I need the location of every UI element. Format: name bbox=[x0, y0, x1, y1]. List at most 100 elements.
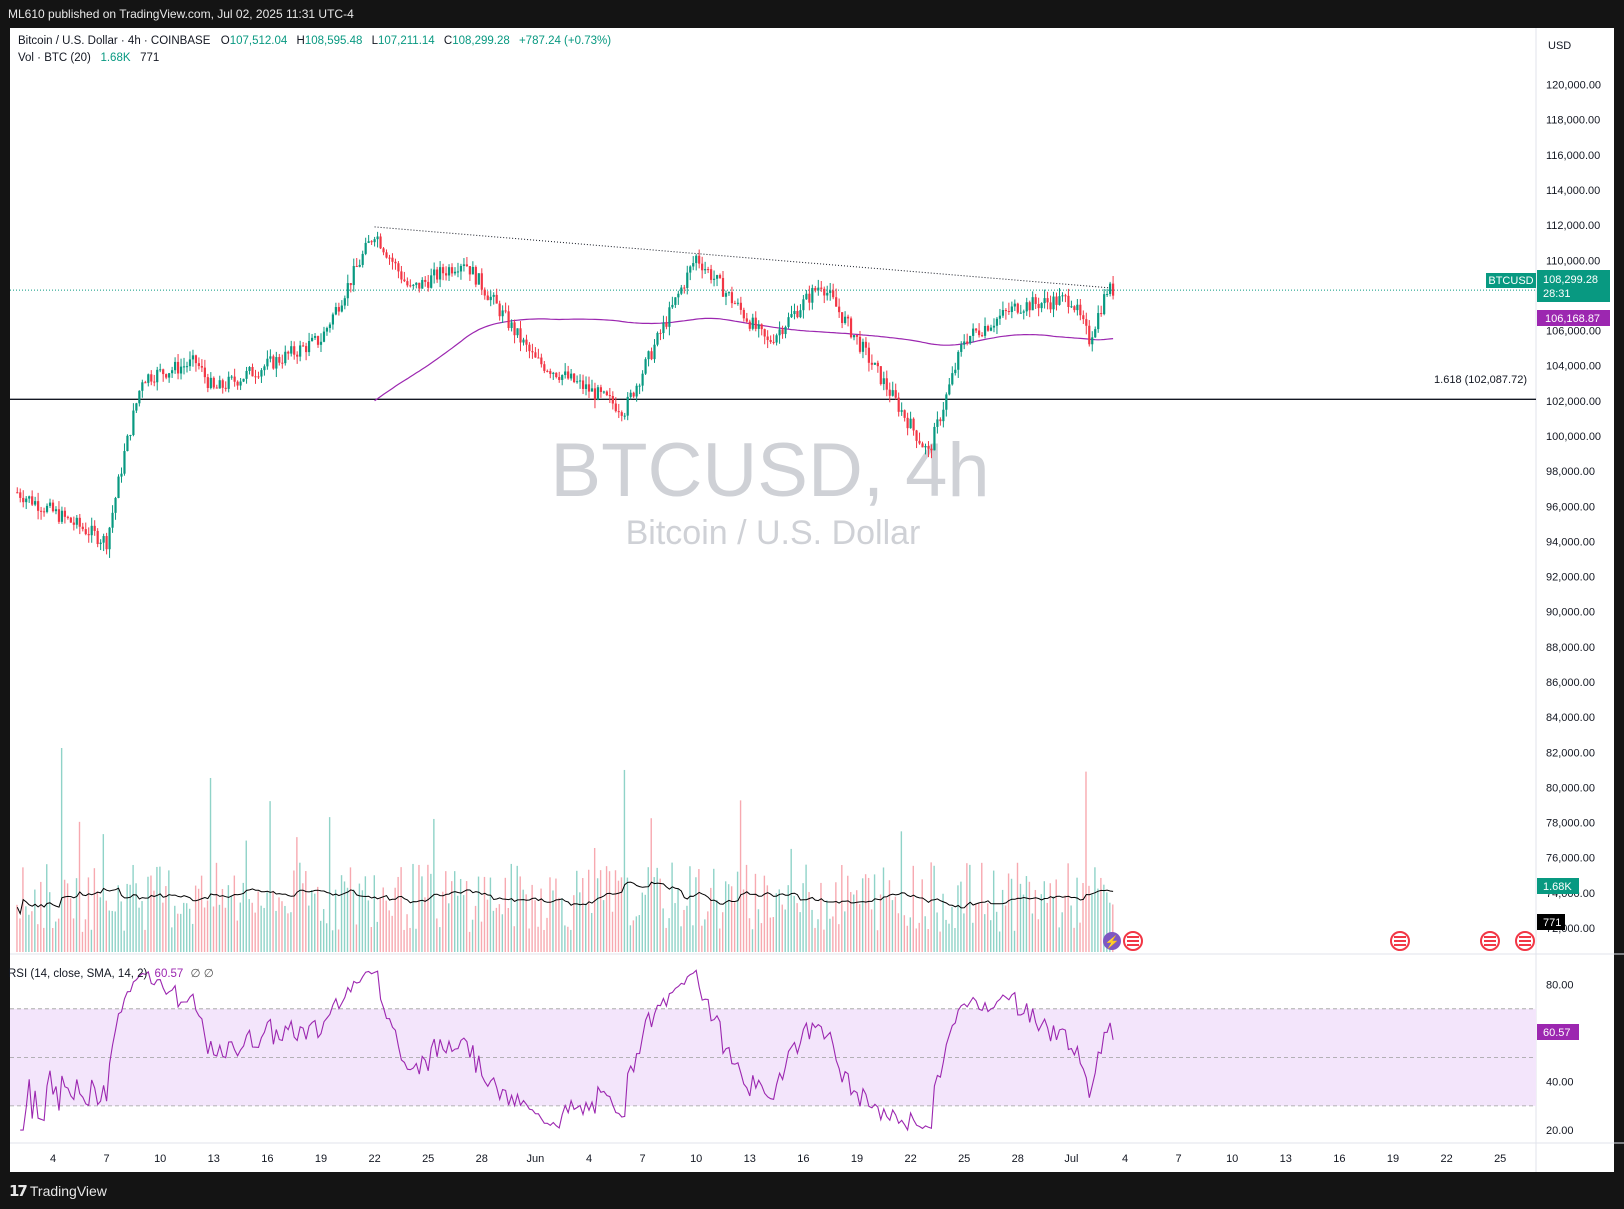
close-value: 108,299.28 bbox=[452, 35, 510, 47]
volume-bar bbox=[665, 927, 667, 952]
candle-body bbox=[537, 357, 540, 359]
volume-bar bbox=[147, 876, 149, 952]
volume-bar bbox=[364, 876, 367, 952]
last-price-label: 108,299.28 bbox=[1543, 274, 1598, 286]
tradingview-logo[interactable]: 17 TradingView bbox=[0, 1182, 107, 1200]
event-flag-icon[interactable]: ⚡ bbox=[1103, 932, 1121, 950]
volume-ma-value: 771 bbox=[140, 52, 160, 64]
volume-bar bbox=[844, 911, 846, 952]
candle-body bbox=[900, 410, 903, 412]
candle-body bbox=[683, 287, 686, 289]
brand-name: TradingView bbox=[29, 1182, 107, 1199]
volume-bar bbox=[346, 887, 349, 952]
time-tick-label: 4 bbox=[1122, 1153, 1128, 1165]
candle-body bbox=[942, 409, 945, 422]
volume-bar bbox=[462, 895, 465, 952]
candle-body bbox=[1055, 296, 1058, 305]
time-tick-label: 25 bbox=[422, 1153, 434, 1165]
volume-bar bbox=[882, 867, 885, 952]
volume-bar bbox=[1013, 930, 1016, 952]
volume-bar bbox=[766, 885, 769, 952]
change-value: +787.24 (+0.73%) bbox=[518, 35, 612, 47]
volume-bar bbox=[930, 862, 932, 952]
time-tick-label: 16 bbox=[261, 1153, 273, 1165]
candle-body bbox=[552, 372, 555, 374]
candle-body bbox=[975, 328, 978, 331]
candle-body bbox=[909, 418, 912, 429]
volume-bar bbox=[340, 875, 343, 952]
volume-bar bbox=[1097, 888, 1099, 952]
volume-bar bbox=[790, 848, 792, 952]
us-flag-icon[interactable] bbox=[1123, 931, 1143, 951]
fib-label: 1.618 (102,087.72) bbox=[1434, 374, 1527, 386]
volume-bar bbox=[451, 881, 453, 952]
volume-bar bbox=[730, 886, 733, 952]
candle-body bbox=[328, 324, 332, 329]
price-tick-label: 92,000.00 bbox=[1546, 572, 1595, 584]
rsi-badge-label: 60.57 bbox=[1543, 1027, 1571, 1039]
volume-bar bbox=[186, 903, 188, 952]
us-flag-icon[interactable] bbox=[1480, 931, 1500, 951]
candle-body bbox=[939, 419, 942, 422]
candle-body bbox=[28, 496, 31, 499]
volume-bar bbox=[454, 871, 456, 952]
volume-bar bbox=[861, 878, 864, 952]
candle-body bbox=[1103, 294, 1106, 315]
us-flag-icon[interactable] bbox=[1515, 931, 1535, 951]
candle-body bbox=[525, 339, 528, 345]
volume-bar bbox=[212, 906, 215, 952]
volume-bar bbox=[820, 882, 822, 952]
volume-bar bbox=[84, 919, 87, 952]
us-flag-icon[interactable] bbox=[1390, 931, 1410, 951]
volume-bar bbox=[236, 920, 239, 952]
volume-bar bbox=[343, 881, 346, 952]
volume-bar bbox=[543, 929, 545, 952]
volume-bar bbox=[1094, 867, 1096, 952]
candle-body bbox=[129, 434, 132, 436]
volume-bar bbox=[596, 878, 599, 952]
candle-body bbox=[495, 294, 498, 304]
volume-bar bbox=[590, 912, 593, 952]
volume-bar bbox=[105, 900, 107, 952]
candle-body bbox=[1058, 296, 1061, 305]
candle-body bbox=[1016, 303, 1019, 313]
candle-body bbox=[182, 366, 186, 368]
candle-body bbox=[1097, 313, 1100, 330]
volume-bar bbox=[927, 929, 929, 952]
candle-body bbox=[63, 510, 67, 517]
candle-body bbox=[575, 381, 579, 383]
candle-body bbox=[977, 330, 981, 336]
candle-body bbox=[96, 530, 99, 545]
volume-bar bbox=[957, 885, 959, 952]
price-axis: 120,000.00 118,000.00 116,000.00 114,000.00… bbox=[1546, 80, 1601, 935]
volume-bar bbox=[656, 867, 658, 952]
volume-bar bbox=[19, 918, 21, 952]
volume-bar bbox=[1112, 904, 1114, 952]
volume-bar bbox=[165, 886, 167, 952]
rsi-badge bbox=[1537, 1024, 1579, 1040]
volume-bar bbox=[40, 881, 42, 952]
candle-body bbox=[605, 391, 608, 396]
volume-bar bbox=[1100, 877, 1102, 952]
volume-bar bbox=[1076, 877, 1078, 952]
volume-bar bbox=[162, 902, 164, 952]
candle-body bbox=[849, 318, 853, 338]
volume-bar bbox=[388, 910, 390, 952]
candle-body bbox=[513, 322, 516, 336]
candle-body bbox=[1031, 297, 1034, 311]
candle-body bbox=[349, 283, 352, 286]
volume-bar bbox=[605, 866, 608, 952]
volume-bar bbox=[269, 801, 271, 952]
volume-bar bbox=[439, 927, 441, 952]
candle-body bbox=[147, 374, 150, 383]
candle-body bbox=[561, 375, 564, 380]
candle-body bbox=[584, 384, 588, 389]
candle-body bbox=[108, 527, 111, 550]
candle-body bbox=[394, 261, 397, 264]
candle-body bbox=[459, 265, 463, 272]
last-price-badge bbox=[1537, 270, 1610, 302]
volume-bar bbox=[409, 927, 411, 952]
volume-bar bbox=[748, 918, 751, 952]
time-tick-label: 19 bbox=[315, 1153, 327, 1165]
